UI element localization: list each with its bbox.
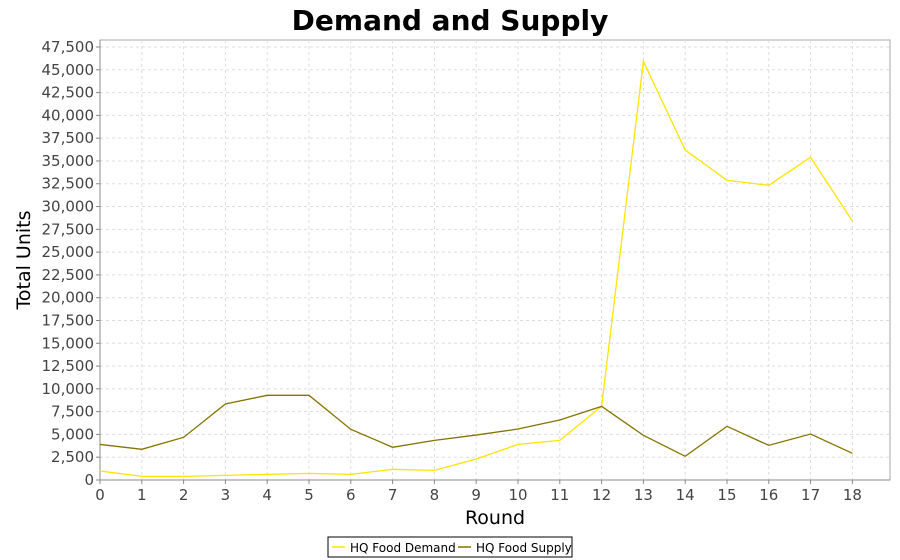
y-tick-label: 27,500	[42, 220, 95, 238]
x-tick-label: 13	[634, 486, 653, 504]
x-tick-label: 8	[430, 486, 440, 504]
y-tick-label: 20,000	[42, 289, 95, 307]
x-tick-label: 17	[801, 486, 820, 504]
legend: HQ Food Demand HQ Food Supply	[327, 536, 573, 558]
x-tick-label: 14	[676, 486, 695, 504]
y-tick-label: 0	[84, 471, 94, 489]
y-tick-label: 17,500	[42, 311, 95, 329]
y-tick-label: 47,500	[42, 38, 95, 56]
y-tick-label: 10,000	[42, 380, 95, 398]
y-tick-label: 30,000	[42, 198, 95, 216]
x-tick-label: 7	[388, 486, 398, 504]
x-tick-label: 18	[843, 486, 862, 504]
y-tick-label: 5,000	[51, 425, 94, 443]
x-tick-label: 3	[221, 486, 231, 504]
x-tick-label: 9	[471, 486, 481, 504]
legend-label-supply: HQ Food Supply	[476, 541, 572, 555]
y-tick-label: 22,500	[42, 266, 95, 284]
chart-title: Demand and Supply	[292, 4, 609, 37]
x-tick-label: 1	[137, 486, 147, 504]
x-tick-label: 16	[759, 486, 778, 504]
y-tick-label: 42,500	[42, 84, 95, 102]
x-tick-label: 4	[262, 486, 272, 504]
y-tick-label: 35,000	[42, 152, 95, 170]
y-tick-label: 32,500	[42, 175, 95, 193]
y-tick-label: 45,000	[42, 61, 95, 79]
y-tick-label: 25,000	[42, 243, 95, 261]
legend-label-demand: HQ Food Demand	[350, 541, 456, 555]
y-tick-label: 7,500	[51, 403, 94, 421]
series-group	[99, 59, 853, 478]
y-tick-label: 12,500	[42, 357, 95, 375]
grid	[100, 40, 890, 480]
x-axis-label: Round	[465, 507, 525, 529]
x-tick-label: 6	[346, 486, 356, 504]
x-tick-label: 10	[508, 486, 527, 504]
x-tick-label: 15	[717, 486, 736, 504]
x-tick-label: 12	[592, 486, 611, 504]
y-tick-label: 37,500	[42, 129, 95, 147]
plot-area	[99, 39, 891, 481]
y-tick-label: 2,500	[51, 448, 94, 466]
y-axis-label: Total Units	[13, 211, 35, 311]
y-axis: 0 2,500 5,000 7,500 10,000 12,500 15,000 17,500…	[42, 38, 101, 489]
y-tick-label: 40,000	[42, 106, 95, 124]
y-tick-label: 15,000	[42, 334, 95, 352]
x-tick-label: 11	[550, 486, 569, 504]
x-axis: 0 1 2 3 4 5 6 7 8 9 10 11 12 13 14 15 16 17 18	[95, 479, 890, 504]
x-tick-label: 2	[179, 486, 189, 504]
x-tick-label: 0	[95, 486, 105, 504]
x-tick-label: 5	[304, 486, 314, 504]
